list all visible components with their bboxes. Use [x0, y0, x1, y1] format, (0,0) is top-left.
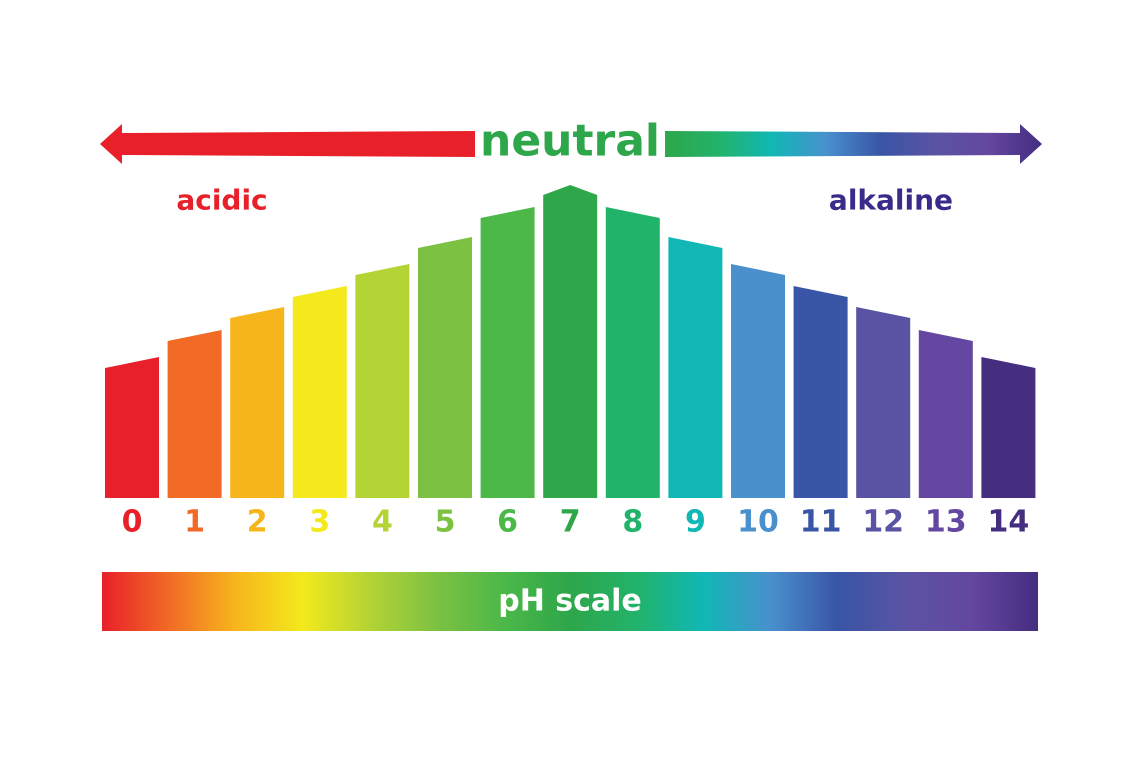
level-bar	[292, 286, 347, 498]
level-bar	[668, 237, 723, 498]
level-label: 5	[435, 505, 456, 540]
level-label: 10	[737, 505, 779, 540]
level-bar	[731, 264, 785, 498]
level-label: 1	[184, 505, 205, 540]
acidic-label: acidic	[176, 184, 267, 217]
level-bar	[605, 207, 660, 498]
level-bar	[543, 185, 598, 498]
alkaline-label: alkaline	[829, 184, 953, 217]
bars: 0 1 2 3 4 5 6 7 8 9 10 11 12 13 14	[105, 185, 1036, 540]
level-label: 14	[988, 505, 1030, 540]
alkaline-arrow	[665, 124, 1042, 164]
level-bar	[167, 330, 222, 498]
level-label: 8	[622, 505, 643, 540]
level-label: 11	[800, 505, 842, 540]
level-label: 7	[560, 505, 581, 540]
level-bar	[105, 357, 159, 498]
scale-bar	[102, 572, 1038, 631]
level-bar	[418, 237, 472, 498]
acidic-arrow	[100, 124, 475, 164]
level-bar	[355, 264, 410, 498]
level-label: 6	[497, 505, 518, 540]
scale-label: pH scale	[498, 584, 642, 619]
level-bar	[856, 307, 911, 498]
level-label: 12	[862, 505, 904, 540]
level-bar	[981, 357, 1036, 498]
level-label: 4	[372, 505, 393, 540]
level-bar	[230, 307, 285, 498]
level-label: 2	[247, 505, 268, 540]
level-label: 3	[309, 505, 330, 540]
level-bar	[793, 286, 848, 498]
level-bar	[480, 207, 535, 498]
level-label: 9	[685, 505, 706, 540]
level-label: 0	[122, 505, 143, 540]
level-label: 13	[925, 505, 967, 540]
neutral-label: neutral	[480, 116, 660, 167]
level-bar	[918, 330, 973, 498]
